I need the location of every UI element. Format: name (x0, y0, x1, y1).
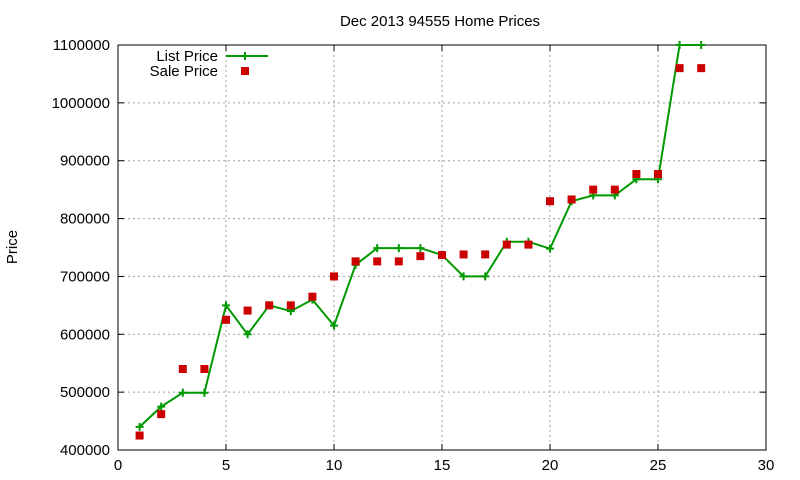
axis-ticks: 0 5 10 15 20 25 30 400000 500000 600000 700000 8000… (52, 37, 775, 474)
sale-price-point (222, 315, 230, 324)
series-line-list-price (138, 44, 702, 428)
sale-price-point (394, 257, 403, 266)
legend-marker-sale-price (241, 67, 249, 75)
list-price-point (459, 272, 468, 281)
list-price-point (697, 41, 706, 49)
x-tick-label: 25 (650, 457, 667, 474)
sale-price-point (502, 240, 511, 249)
y-tick-label: 900000 (60, 153, 110, 170)
sale-price-point (178, 365, 187, 373)
sale-price-point (438, 251, 446, 260)
sale-price-point (330, 272, 338, 281)
y-tick-label: 1100000 (53, 37, 110, 54)
sale-price-point (286, 301, 295, 310)
sale-price-point (135, 431, 144, 440)
list-price-point (178, 388, 187, 397)
sale-price-point (654, 170, 662, 179)
sale-price-point (589, 185, 598, 194)
sale-price-point (373, 257, 382, 266)
y-tick-label: 1000000 (52, 95, 110, 112)
list-price-point (200, 388, 209, 397)
grid (118, 45, 766, 450)
list-price-point (394, 244, 403, 253)
y-axis-label: Price (4, 230, 21, 264)
y-tick-label: 700000 (60, 268, 110, 285)
legend: List Price Sale Price (150, 48, 268, 80)
list-price-point (243, 330, 252, 339)
y-tick-label: 600000 (60, 326, 110, 343)
y-tick-label: 500000 (60, 384, 110, 401)
x-tick-label: 30 (758, 457, 775, 474)
sale-price-point (481, 250, 490, 259)
series-layer (135, 41, 706, 440)
sale-price-point (157, 410, 166, 419)
x-tick-label: 5 (222, 457, 230, 474)
chart-title: Dec 2013 94555 Home Prices (340, 13, 540, 30)
sale-price-point (610, 185, 619, 194)
sale-price-point (265, 301, 274, 310)
list-price-point (481, 272, 490, 281)
legend-label-sale-price: Sale Price (150, 63, 218, 80)
sale-price-point (697, 64, 706, 73)
list-price-point (330, 321, 338, 330)
sale-price-point (675, 64, 684, 73)
sale-price-point (546, 197, 554, 206)
x-tick-label: 0 (114, 457, 122, 474)
x-tick-label: 15 (434, 457, 451, 474)
sale-price-point (200, 365, 209, 373)
list-price-point (373, 244, 382, 253)
y-tick-label: 800000 (60, 211, 110, 228)
sale-price-point (416, 252, 425, 261)
list-price-point (675, 41, 684, 49)
x-tick-label: 10 (326, 457, 343, 474)
list-price-point (416, 244, 425, 253)
sale-price-point (632, 170, 641, 179)
sale-price-point (459, 250, 468, 259)
list-price-point (546, 244, 554, 253)
list-price-point (222, 301, 230, 310)
sale-price-point (524, 240, 533, 249)
y-tick-label: 400000 (60, 442, 110, 459)
list-price-point (157, 402, 166, 411)
sale-price-point (567, 195, 576, 204)
sale-price-point (351, 257, 360, 266)
legend-marker-list-price (241, 52, 249, 60)
legend-label-list-price: List Price (156, 48, 218, 65)
list-price-point (135, 422, 144, 431)
x-tick-label: 20 (542, 457, 559, 474)
sale-price-point (308, 292, 317, 301)
sale-price-point (243, 306, 252, 315)
